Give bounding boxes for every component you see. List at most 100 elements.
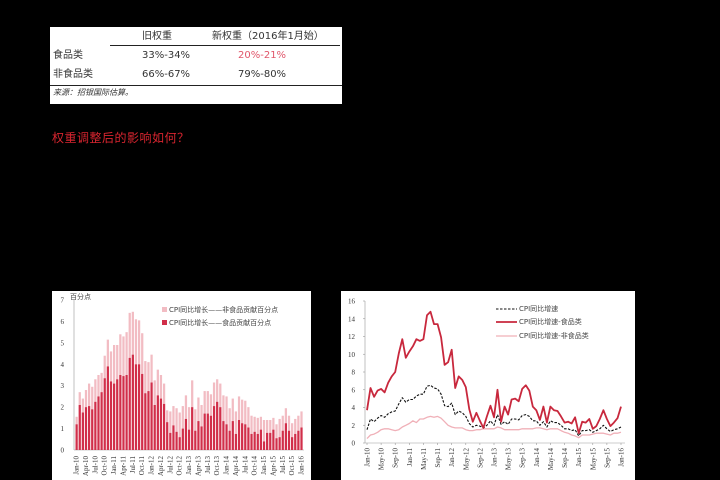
bar-food	[194, 430, 197, 450]
bar-nonfood	[178, 412, 181, 438]
bar-food	[125, 375, 128, 450]
bar-nonfood	[81, 398, 84, 413]
y-tick-label: 3	[61, 382, 65, 390]
bar-food	[141, 373, 144, 450]
x-tick-label: May-15	[589, 448, 597, 471]
bar-food	[100, 392, 103, 450]
y-tick-label: 6	[352, 386, 356, 394]
x-tick-label: Jan-13	[185, 456, 193, 475]
y-tick-label: 10	[348, 351, 356, 359]
x-tick-label: Jan-11	[110, 456, 118, 475]
x-tick-label: Apr-10	[82, 456, 90, 477]
bar-food	[156, 395, 159, 450]
bar-food	[116, 379, 119, 450]
bar-nonfood	[119, 334, 122, 375]
bar-food	[144, 393, 147, 450]
bar-nonfood	[159, 375, 163, 399]
bar-nonfood	[237, 396, 241, 420]
bar-nonfood	[297, 415, 300, 431]
bar-food	[200, 426, 203, 450]
bar-food	[212, 406, 216, 450]
x-tick-label: Oct-10	[101, 456, 109, 476]
y-tick-label: 4	[61, 361, 65, 369]
x-tick-label: Jan-13	[491, 448, 499, 467]
bar-food	[166, 422, 169, 450]
bar-food	[119, 375, 122, 450]
bar-nonfood	[131, 311, 134, 355]
x-tick-label: May-14	[547, 448, 555, 471]
bar-nonfood	[194, 409, 197, 431]
bar-nonfood	[281, 415, 284, 431]
x-tick-label: May-13	[505, 448, 513, 471]
bar-food	[250, 433, 253, 450]
line-chart-canvas: 0 2 4 6 8 10 12 14 16 Jan-10 May-10 Sep-10 Jan-11 May…	[348, 298, 626, 471]
x-tick-label: Sep-13	[519, 448, 527, 468]
x-tick-label: Oct-12	[176, 456, 184, 476]
x-tick-label: Apr-15	[269, 456, 277, 477]
cpi-growth-line-chart: 0 2 4 6 8 10 12 14 16 Jan-10 May-10 Sep-10 Jan-11 May…	[341, 291, 635, 480]
bar-food	[291, 437, 294, 450]
x-tick-label: Jan-12	[448, 448, 456, 467]
table-source-note: 来源：招银国际估算。	[53, 88, 133, 97]
bar-food	[231, 421, 234, 450]
bar-nonfood	[275, 424, 278, 439]
bar-food	[84, 407, 88, 450]
y-tick-label: 8	[352, 369, 356, 377]
bar-nonfood	[247, 407, 250, 428]
bar-nonfood	[112, 345, 116, 384]
x-tick-label: Jan-10	[364, 448, 372, 467]
bar-nonfood	[287, 415, 291, 431]
bar-nonfood	[228, 408, 231, 431]
x-tick-label: Jul-15	[279, 456, 287, 474]
x-tick-label: Jan-11	[406, 448, 414, 467]
bar-nonfood	[181, 406, 184, 429]
y-tick-label: 2	[61, 404, 65, 412]
bar-food	[247, 427, 250, 450]
bar-food	[153, 405, 156, 450]
bar-food	[94, 401, 97, 450]
bar-food	[294, 433, 297, 450]
bar-food	[197, 421, 200, 450]
bar-food	[131, 354, 134, 450]
x-tick-label: Apr-14	[232, 456, 240, 477]
bar-nonfood	[262, 420, 266, 442]
x-tick-label: Jan-15	[575, 448, 583, 467]
bar-nonfood	[175, 408, 178, 432]
legend-label: CPI同比增长——食品贡献百分点	[169, 318, 271, 327]
bar-food	[269, 432, 272, 450]
bar-nonfood	[269, 420, 272, 433]
x-tick-label: Sep-14	[561, 448, 569, 468]
bar-food	[297, 430, 300, 450]
bar-nonfood	[244, 400, 247, 425]
bar-food	[172, 425, 175, 450]
legend-label: CPI同比增速	[519, 304, 558, 313]
bar-food	[216, 401, 219, 450]
y-tick-label: 4	[352, 404, 356, 412]
bar-food	[203, 413, 206, 450]
row-label: 非食品类	[53, 69, 93, 80]
y-tick-label: 1	[61, 425, 65, 433]
bar-nonfood	[222, 395, 225, 422]
x-tick-label: Jul-10	[91, 456, 99, 474]
bar-nonfood	[122, 336, 125, 377]
row-label: 食品类	[53, 50, 83, 61]
line-series	[366, 310, 622, 435]
bar-food	[137, 364, 141, 450]
bar-nonfood	[291, 423, 294, 438]
bar-nonfood	[300, 411, 303, 428]
bar-food	[128, 357, 131, 450]
bar-food	[162, 403, 166, 450]
bar-nonfood	[200, 405, 203, 427]
bar-food	[256, 433, 259, 450]
bar-food	[184, 418, 188, 450]
x-tick-label: May-10	[378, 448, 386, 471]
bar-nonfood	[141, 333, 144, 374]
y-tick-label: 0	[61, 447, 65, 455]
bar-food	[109, 381, 113, 450]
x-tick-label: Jan-16	[618, 448, 626, 467]
bar-food	[75, 424, 78, 450]
bar-nonfood	[100, 372, 103, 393]
x-tick-label: Jul-11	[129, 456, 137, 474]
x-tick-label: Sep-11	[434, 448, 442, 468]
bar-nonfood	[241, 399, 244, 424]
